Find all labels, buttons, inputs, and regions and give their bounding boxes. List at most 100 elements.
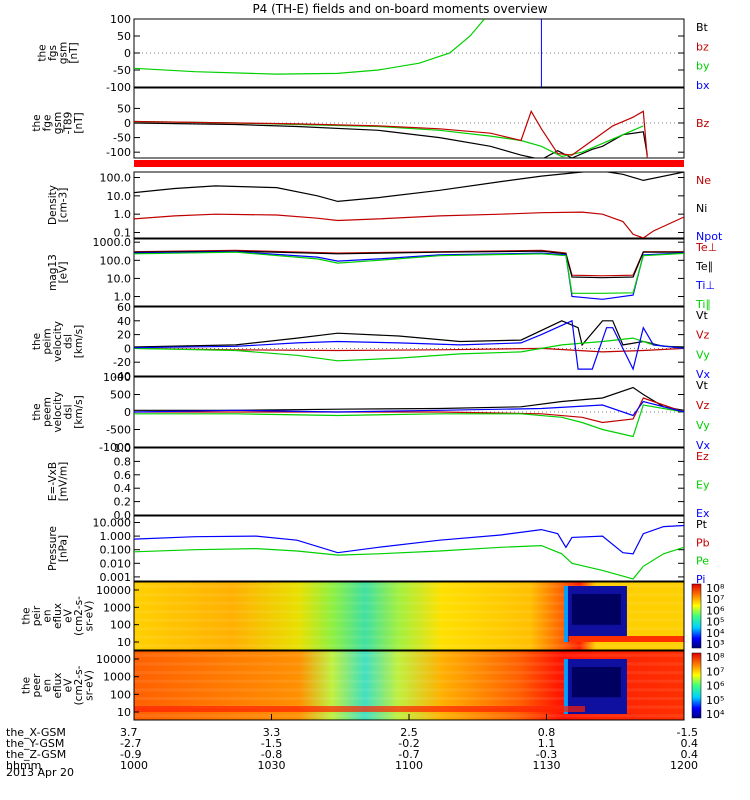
panel-p4: mag13[eV] 1000.0 100.0 10.0 1.0 Te⊥ Te∥ Ti⊥ Ti∥ [47, 236, 717, 311]
y-tick-label: 0.6 [114, 469, 132, 482]
heatmap-trough-edge [563, 659, 568, 714]
y-tick-label: 40 [117, 315, 131, 328]
colorbar-tick-label: 10⁶ [706, 680, 725, 693]
heatmap-trough-core [571, 667, 621, 698]
y-tick-label: 0.001 [100, 571, 132, 584]
panel-p1-ylabel: gsm [57, 42, 69, 64]
colorbar-tick-label: 10⁴ [706, 708, 725, 721]
series-group [134, 19, 542, 87]
ephemeris-value: -0.7 [398, 748, 419, 761]
ephemeris-value: -1.5 [677, 726, 698, 739]
ephemeris-value: 1200 [670, 759, 698, 772]
panel-p1-ylabel: [nT] [68, 42, 80, 63]
series-Vz [134, 347, 684, 353]
panel-p1-ylabel: the [36, 44, 48, 61]
legend-Ex: Ex [696, 507, 710, 520]
y-tick-label: 10.0 [107, 190, 132, 203]
panel-frame [133, 238, 685, 307]
ephemeris-value: -0.9 [120, 748, 141, 761]
y-tick-label: 1.0 [114, 208, 132, 221]
ephemeris-value: 3.3 [263, 726, 281, 739]
y-tick-label: 0.2 [114, 496, 132, 509]
panel-p3-ylabel: [cm-3] [57, 188, 69, 223]
colorbar-tick-label: 10⁷ [706, 665, 724, 678]
y-tick-label: 0.100 [100, 544, 132, 557]
panel-p5-ylabel: [km/s] [73, 325, 85, 359]
legend-Npot: Npot [696, 230, 723, 243]
date-label: 2013 Apr 20 [6, 766, 74, 779]
panel-frame [133, 581, 685, 651]
legend-Vt: Vt [696, 379, 709, 392]
panel-p6-ylabel: peem [42, 397, 54, 427]
series-Ti∥ [134, 251, 684, 294]
y-tick-label: 0.1 [114, 226, 132, 239]
legend-Te⊥: Te⊥ [695, 241, 717, 254]
legend-Bz: Bz [696, 117, 710, 130]
legend-Pe: Pe [696, 555, 709, 568]
legend-Ez: Ez [696, 450, 709, 463]
panel-frame [133, 306, 685, 377]
y-tick-label: 1000.0 [93, 236, 132, 249]
y-tick-label: -50 [113, 64, 131, 77]
series-group [134, 319, 684, 371]
series-Vx [134, 319, 684, 371]
series-Vy [134, 404, 684, 438]
y-tick-label: 10000 [96, 653, 131, 666]
panel-p2-ylabel: [nT] [73, 112, 85, 133]
heatmap-trough-edge [563, 586, 568, 642]
series-Vt [134, 320, 684, 348]
ephemeris-row-label: the_X-GSM [6, 726, 66, 739]
series-Te∥ [134, 250, 684, 279]
colorbar-tick-label: 10⁵ [706, 694, 724, 707]
legend-Vx: Vx [696, 439, 711, 452]
panel-p10-ylabel: eflux [52, 673, 64, 699]
colorbar-tick-label: 10⁷ [706, 593, 724, 606]
legend-Pb: Pb [696, 536, 710, 549]
series-Ni [134, 172, 684, 203]
y-tick-label: 10 [117, 706, 131, 719]
y-tick-label: 10.0 [107, 272, 132, 285]
panel-p9-ylabel: the [21, 607, 33, 624]
y-tick-label: 100.0 [100, 172, 132, 185]
y-tick-label: 50 [117, 30, 131, 43]
panel-p4-ylabel: mag13 [47, 254, 59, 291]
panel-p6-ylabel: the [31, 403, 43, 420]
colorbar-tick-label: 10³ [706, 638, 724, 651]
panel-p3: Density[cm-3] 100.0 10.0 1.0 0.1 Ne Ni Npot [47, 171, 723, 243]
separator-bar [134, 160, 684, 167]
colorbar-tick-label: 10⁸ [706, 582, 725, 595]
colorbar-tick-label: 10⁴ [706, 627, 725, 640]
y-tick-label: 1000 [103, 371, 131, 384]
y-tick-label: 100 [110, 688, 131, 701]
y-tick-label: 10000 [96, 584, 131, 597]
y-tick-label: 100 [110, 13, 131, 26]
ephemeris-value: 2.5 [400, 726, 418, 739]
panel-frame [133, 447, 685, 516]
legend-Ti⊥: Ti⊥ [695, 279, 715, 292]
panel-p7-ylabel: E=-VxB [47, 462, 59, 501]
panel-p5-ylabel: the [31, 333, 43, 350]
ephemeris-value: -2.7 [120, 737, 141, 750]
ephemeris-value: 3.7 [120, 726, 138, 739]
y-tick-label: -1000 [99, 441, 131, 454]
ephemeris-row-label: the_Y-GSM [6, 737, 64, 750]
y-tick-label: 0.0 [114, 509, 132, 522]
panel-p8-ylabel: [nPa] [57, 535, 69, 562]
ephemeris-value: -0.8 [261, 748, 282, 761]
panel-p2-ylabel: gsm [52, 112, 64, 134]
legend-Pt: Pt [696, 518, 708, 531]
y-tick-label: 1000 [103, 601, 131, 614]
y-tick-label: -100 [106, 81, 131, 94]
colorbar [691, 652, 702, 719]
series-Te⊥ [134, 249, 684, 277]
panel-frame [133, 18, 685, 88]
panel-p6-ylabel: dsl [63, 404, 75, 419]
panel-frame [133, 515, 685, 582]
legend-Vy: Vy [696, 348, 710, 361]
heatmap-red-band [568, 636, 684, 642]
legend-Vz: Vz [696, 399, 710, 412]
panel-p1-ylabel: fgs [47, 45, 59, 61]
